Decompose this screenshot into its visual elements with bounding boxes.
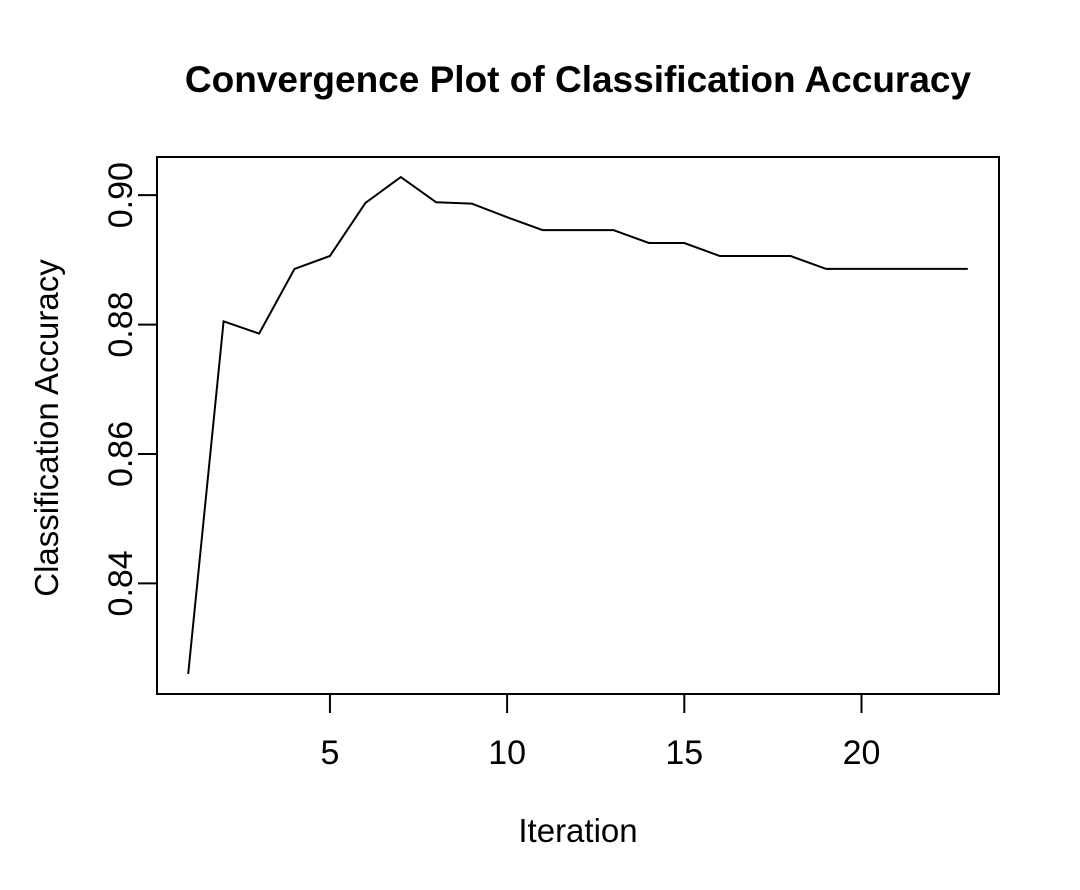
y-tick-label: 0.88 (102, 291, 140, 357)
x-tick-label: 20 (843, 734, 881, 772)
x-tick-label: 5 (320, 734, 339, 772)
x-axis-title: Iteration (518, 812, 637, 849)
chart-layer: 5 10 15 20 0.84 0.86 0.88 0.90 (102, 156, 1000, 772)
series-line (187, 175, 968, 674)
x-tick-label: 15 (665, 734, 703, 772)
y-axis-title: Classification Accuracy (28, 259, 65, 597)
y-tick-label: 0.90 (102, 162, 140, 228)
y-tick-label: 0.84 (102, 550, 140, 616)
y-tick-label: 0.86 (102, 421, 140, 487)
chart-title: Convergence Plot of Classification Accur… (185, 59, 972, 100)
x-tick-label: 10 (488, 734, 526, 772)
plot-border (156, 156, 1000, 695)
